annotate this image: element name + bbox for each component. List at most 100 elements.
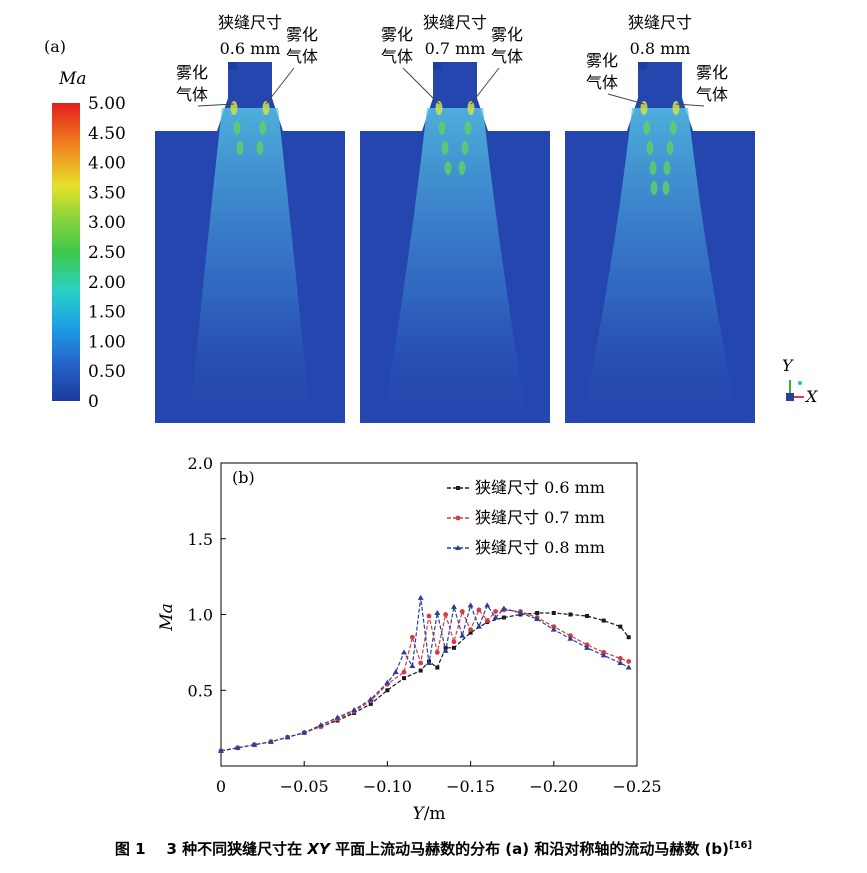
colorbar-tick-label: 5.00 bbox=[88, 94, 126, 114]
caption-text-post: 平面上流动马赫数的分布 (a) 和沿对称轴的流动马赫数 (b) bbox=[335, 840, 730, 858]
data-point bbox=[551, 624, 557, 630]
data-point bbox=[601, 649, 607, 655]
colorbar-tick-label: 1.00 bbox=[88, 332, 126, 352]
data-point bbox=[401, 669, 407, 675]
x-tick-label: −0.15 bbox=[446, 777, 495, 796]
shock-cell bbox=[438, 121, 446, 135]
colorbar-tick-label: 4.00 bbox=[88, 154, 126, 174]
triad-x-label: X bbox=[804, 387, 818, 406]
y-tick-label: 1.5 bbox=[188, 530, 213, 549]
gas-label-right: 雾化 bbox=[286, 25, 318, 44]
data-point bbox=[567, 635, 574, 641]
data-point bbox=[585, 614, 590, 619]
shock-cell bbox=[233, 121, 241, 135]
shock-cell bbox=[650, 181, 658, 195]
data-point bbox=[500, 605, 507, 611]
slit-value: 0.7 mm bbox=[425, 39, 486, 58]
data-point bbox=[267, 738, 274, 744]
data-point bbox=[218, 747, 224, 753]
jet-plume bbox=[582, 108, 738, 420]
data-point bbox=[459, 609, 465, 614]
data-point bbox=[476, 607, 482, 613]
axes-triad: Y X bbox=[782, 356, 818, 406]
shock-cell bbox=[666, 141, 674, 155]
data-point bbox=[251, 741, 258, 747]
colorbar-scale bbox=[52, 103, 80, 401]
leader-line bbox=[197, 103, 235, 107]
data-point bbox=[367, 696, 374, 702]
data-point bbox=[601, 618, 606, 623]
y-tick-label: 1.0 bbox=[188, 606, 213, 625]
data-point bbox=[351, 706, 358, 712]
data-point bbox=[284, 734, 291, 740]
shock-cell bbox=[649, 161, 657, 175]
data-point bbox=[417, 594, 424, 600]
slit-label: 狭缝尺寸 bbox=[423, 13, 487, 32]
data-point bbox=[467, 602, 474, 608]
data-point bbox=[584, 644, 591, 650]
data-point bbox=[409, 634, 415, 640]
data-point bbox=[301, 729, 308, 735]
data-point bbox=[455, 515, 461, 521]
shock-cell bbox=[640, 101, 648, 115]
colorbar-tick-label: 3.50 bbox=[88, 183, 126, 203]
data-point bbox=[385, 688, 390, 693]
data-point bbox=[468, 630, 473, 635]
caption-text-italic: XY bbox=[307, 840, 330, 858]
panel-a-label: (a) bbox=[44, 37, 66, 56]
legend-item: 狭缝尺寸 0.7 mm bbox=[447, 508, 605, 527]
legend-item: 狭缝尺寸 0.8 mm bbox=[447, 538, 605, 557]
data-point bbox=[435, 665, 440, 670]
gas-label-right: 气体 bbox=[286, 47, 318, 66]
data-point bbox=[409, 663, 416, 669]
panel-b-chart: (b) 0 −0.05 −0.10 −0.15 −0.20 −0.25 0.5 1.0 1.5 2… bbox=[157, 454, 662, 824]
gas-label-left: 雾化 bbox=[381, 25, 413, 44]
legend-label: 狭缝尺寸 0.6 mm bbox=[475, 478, 605, 497]
data-point bbox=[492, 614, 499, 620]
data-point bbox=[234, 744, 241, 750]
caption-label: 图 1 bbox=[114, 840, 146, 858]
data-point bbox=[475, 623, 482, 629]
colorbar-tick-label: 2.50 bbox=[88, 243, 126, 263]
series-line bbox=[218, 607, 632, 754]
gas-label-right: 雾化 bbox=[491, 25, 523, 44]
colorbar-tick-label: 0.50 bbox=[88, 362, 126, 382]
jet-plume bbox=[383, 108, 527, 420]
data-point bbox=[551, 610, 556, 615]
gas-label-left: 雾化 bbox=[176, 63, 208, 82]
data-point bbox=[426, 613, 432, 619]
gas-label-right: 气体 bbox=[491, 47, 523, 66]
data-point bbox=[484, 618, 490, 623]
shock-cell bbox=[464, 121, 472, 135]
shock-cell bbox=[643, 121, 651, 135]
series-path bbox=[220, 597, 629, 752]
caption-text-pre: 3 种不同狭缝尺寸在 bbox=[166, 840, 303, 858]
gas-label-left: 气体 bbox=[381, 47, 413, 66]
colorbar-tick-label: 2.00 bbox=[88, 273, 126, 293]
shock-cell bbox=[461, 141, 469, 155]
colorbar: Ma 5.00 4.50 4.00 3.50 3.00 2.50 2.00 1.50 1.00 0… bbox=[52, 69, 126, 412]
data-point bbox=[455, 545, 461, 550]
data-point bbox=[626, 659, 632, 664]
shock-cell bbox=[646, 141, 654, 155]
data-point bbox=[434, 649, 440, 655]
gas-label-left: 气体 bbox=[586, 73, 618, 92]
triad-y-label: Y bbox=[782, 356, 794, 375]
colorbar-tick-label: 3.00 bbox=[88, 213, 126, 233]
shock-cell bbox=[435, 101, 443, 115]
figure-caption: 图 1 3 种不同狭缝尺寸在 XY 平面上流动马赫数的分布 (a) 和沿对称轴的… bbox=[0, 838, 867, 859]
data-point bbox=[450, 603, 457, 609]
slit-label: 狭缝尺寸 bbox=[628, 13, 692, 32]
shock-cell bbox=[259, 121, 267, 135]
colorbar-tick-label: 4.50 bbox=[88, 124, 126, 144]
data-point bbox=[618, 624, 623, 629]
x-tick-label: −0.05 bbox=[280, 777, 329, 796]
leader-line bbox=[470, 67, 500, 105]
data-point bbox=[534, 616, 541, 622]
data-point bbox=[426, 659, 432, 665]
slit-value: 0.6 mm bbox=[220, 39, 281, 58]
series-line bbox=[218, 594, 632, 753]
data-point bbox=[384, 679, 391, 685]
